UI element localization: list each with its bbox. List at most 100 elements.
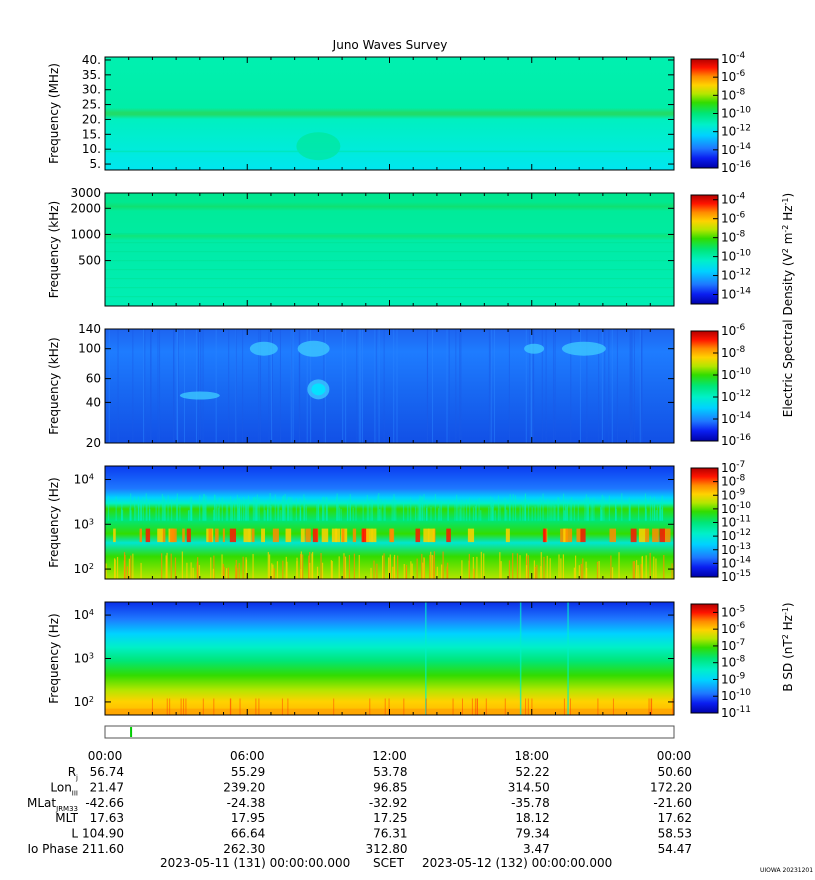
- texture-stripe: [311, 553, 313, 579]
- texture-stripe: [238, 508, 240, 521]
- colorbar-tick-label: 10-14: [721, 411, 751, 426]
- texture-stripe: [579, 329, 581, 443]
- texture-stripe: [600, 499, 602, 521]
- ephemeris-value: 262.30: [223, 842, 265, 856]
- texture-stripe: [485, 698, 487, 715]
- texture-stripe: [217, 507, 219, 521]
- texture-stripe: [663, 555, 665, 579]
- texture-stripe: [454, 500, 456, 521]
- time-tick-label: 12:00: [372, 749, 407, 763]
- texture-stripe: [562, 554, 565, 579]
- texture-stripe: [395, 500, 397, 521]
- texture-stripe: [630, 329, 632, 443]
- colorbar-tick-label: 10-14: [721, 287, 751, 302]
- texture-stripe: [543, 556, 545, 579]
- texture-stripe: [531, 698, 533, 715]
- ephemeris-value: 314.50: [508, 780, 550, 794]
- texture-stripe: [574, 555, 577, 579]
- texture-stripe: [337, 504, 339, 521]
- texture-stripe: [500, 561, 502, 579]
- texture-stripe: [530, 329, 532, 443]
- ephemeris-row-label: L: [71, 827, 78, 841]
- coverage-strip-frame: [104, 725, 675, 739]
- ephemeris-value: 79.34: [515, 827, 549, 841]
- colorbar-lfr-low: 10-1510-1410-1310-1210-1110-1010-910-810…: [690, 460, 751, 584]
- texture-stripe: [569, 698, 571, 715]
- texture-stripe: [455, 329, 457, 443]
- texture-stripe: [267, 502, 269, 521]
- texture-stripe: [410, 561, 412, 579]
- emission-burst: [272, 528, 279, 543]
- y-tick-label: 25.: [82, 98, 101, 112]
- ephemeris-value: 172.20: [650, 780, 692, 794]
- figure-title: Juno Waves Survey: [332, 38, 448, 52]
- texture-stripe: [117, 329, 119, 443]
- texture-stripe: [648, 698, 650, 715]
- texture-stripe: [499, 552, 501, 579]
- texture-stripe: [577, 501, 579, 521]
- y-tick-label: 15.: [82, 127, 101, 141]
- spectrogram-hfr-low: [105, 193, 674, 306]
- texture-stripe: [564, 504, 567, 521]
- texture-stripe: [403, 563, 405, 579]
- texture-stripe: [252, 553, 254, 579]
- texture-stripe: [121, 509, 124, 521]
- texture-stripe: [459, 329, 461, 443]
- ephemeris-value: 104.90: [82, 827, 124, 841]
- texture-stripe: [480, 510, 482, 521]
- texture-stripe: [234, 498, 236, 521]
- texture-stripe: [563, 698, 565, 715]
- texture-stripe: [393, 496, 395, 521]
- texture-stripe: [509, 494, 511, 521]
- texture-stripe: [489, 329, 491, 443]
- texture-stripe: [263, 503, 265, 521]
- texture-stripe: [202, 497, 204, 521]
- ephemeris-value: 17.63: [90, 811, 124, 825]
- texture-stripe: [371, 500, 373, 521]
- y-tick-label: 2000: [70, 201, 101, 215]
- y-tick-label: 35.: [82, 68, 101, 82]
- colorbar-lfr-high: 10-16 10-14 10-12 10-10 10-8 10-6: [690, 323, 751, 448]
- emission-blob-core: [311, 383, 326, 396]
- emission-band: [105, 251, 674, 253]
- ephemeris-value: 17.25: [373, 811, 407, 825]
- texture-stripe: [348, 554, 351, 579]
- texture-stripe: [140, 499, 142, 521]
- texture-stripe: [525, 329, 527, 443]
- ephemeris-value: 55.29: [231, 765, 265, 779]
- texture-stripe: [376, 563, 378, 579]
- texture-stripe: [247, 495, 250, 521]
- texture-stripe: [531, 507, 533, 521]
- texture-stripe: [506, 509, 508, 521]
- texture-stripe: [461, 698, 463, 715]
- texture-stripe: [553, 500, 555, 521]
- texture-stripe: [271, 329, 273, 443]
- texture-stripe: [238, 563, 240, 579]
- texture-stripe: [338, 556, 340, 579]
- texture-stripe: [370, 567, 372, 579]
- emission-band: [105, 278, 674, 280]
- emission-band: [105, 296, 674, 298]
- texture-stripe: [542, 493, 544, 521]
- panel-lfr-low: 102 103 104 Frequency (Hz): [47, 465, 675, 580]
- texture-stripe: [370, 498, 372, 521]
- ephemeris-value: 58.53: [658, 827, 692, 841]
- texture-stripe: [144, 329, 146, 443]
- texture-stripe: [283, 495, 285, 521]
- texture-stripe: [603, 496, 605, 521]
- texture-stripe: [264, 510, 266, 521]
- texture-stripe: [189, 497, 191, 521]
- texture-stripe: [473, 568, 475, 579]
- texture-stripe: [312, 551, 314, 579]
- spectrogram-lfr-low: [105, 466, 674, 579]
- emission-burst: [542, 528, 546, 543]
- y-tick-label: 40.: [82, 53, 101, 67]
- texture-stripe: [558, 554, 560, 579]
- texture-stripe: [427, 329, 429, 443]
- texture-stripe: [442, 551, 444, 579]
- texture-stripe: [132, 329, 134, 443]
- texture-stripe: [139, 502, 141, 521]
- emission-burst: [182, 528, 185, 543]
- texture-stripe: [615, 508, 617, 521]
- texture-stripe: [338, 507, 341, 521]
